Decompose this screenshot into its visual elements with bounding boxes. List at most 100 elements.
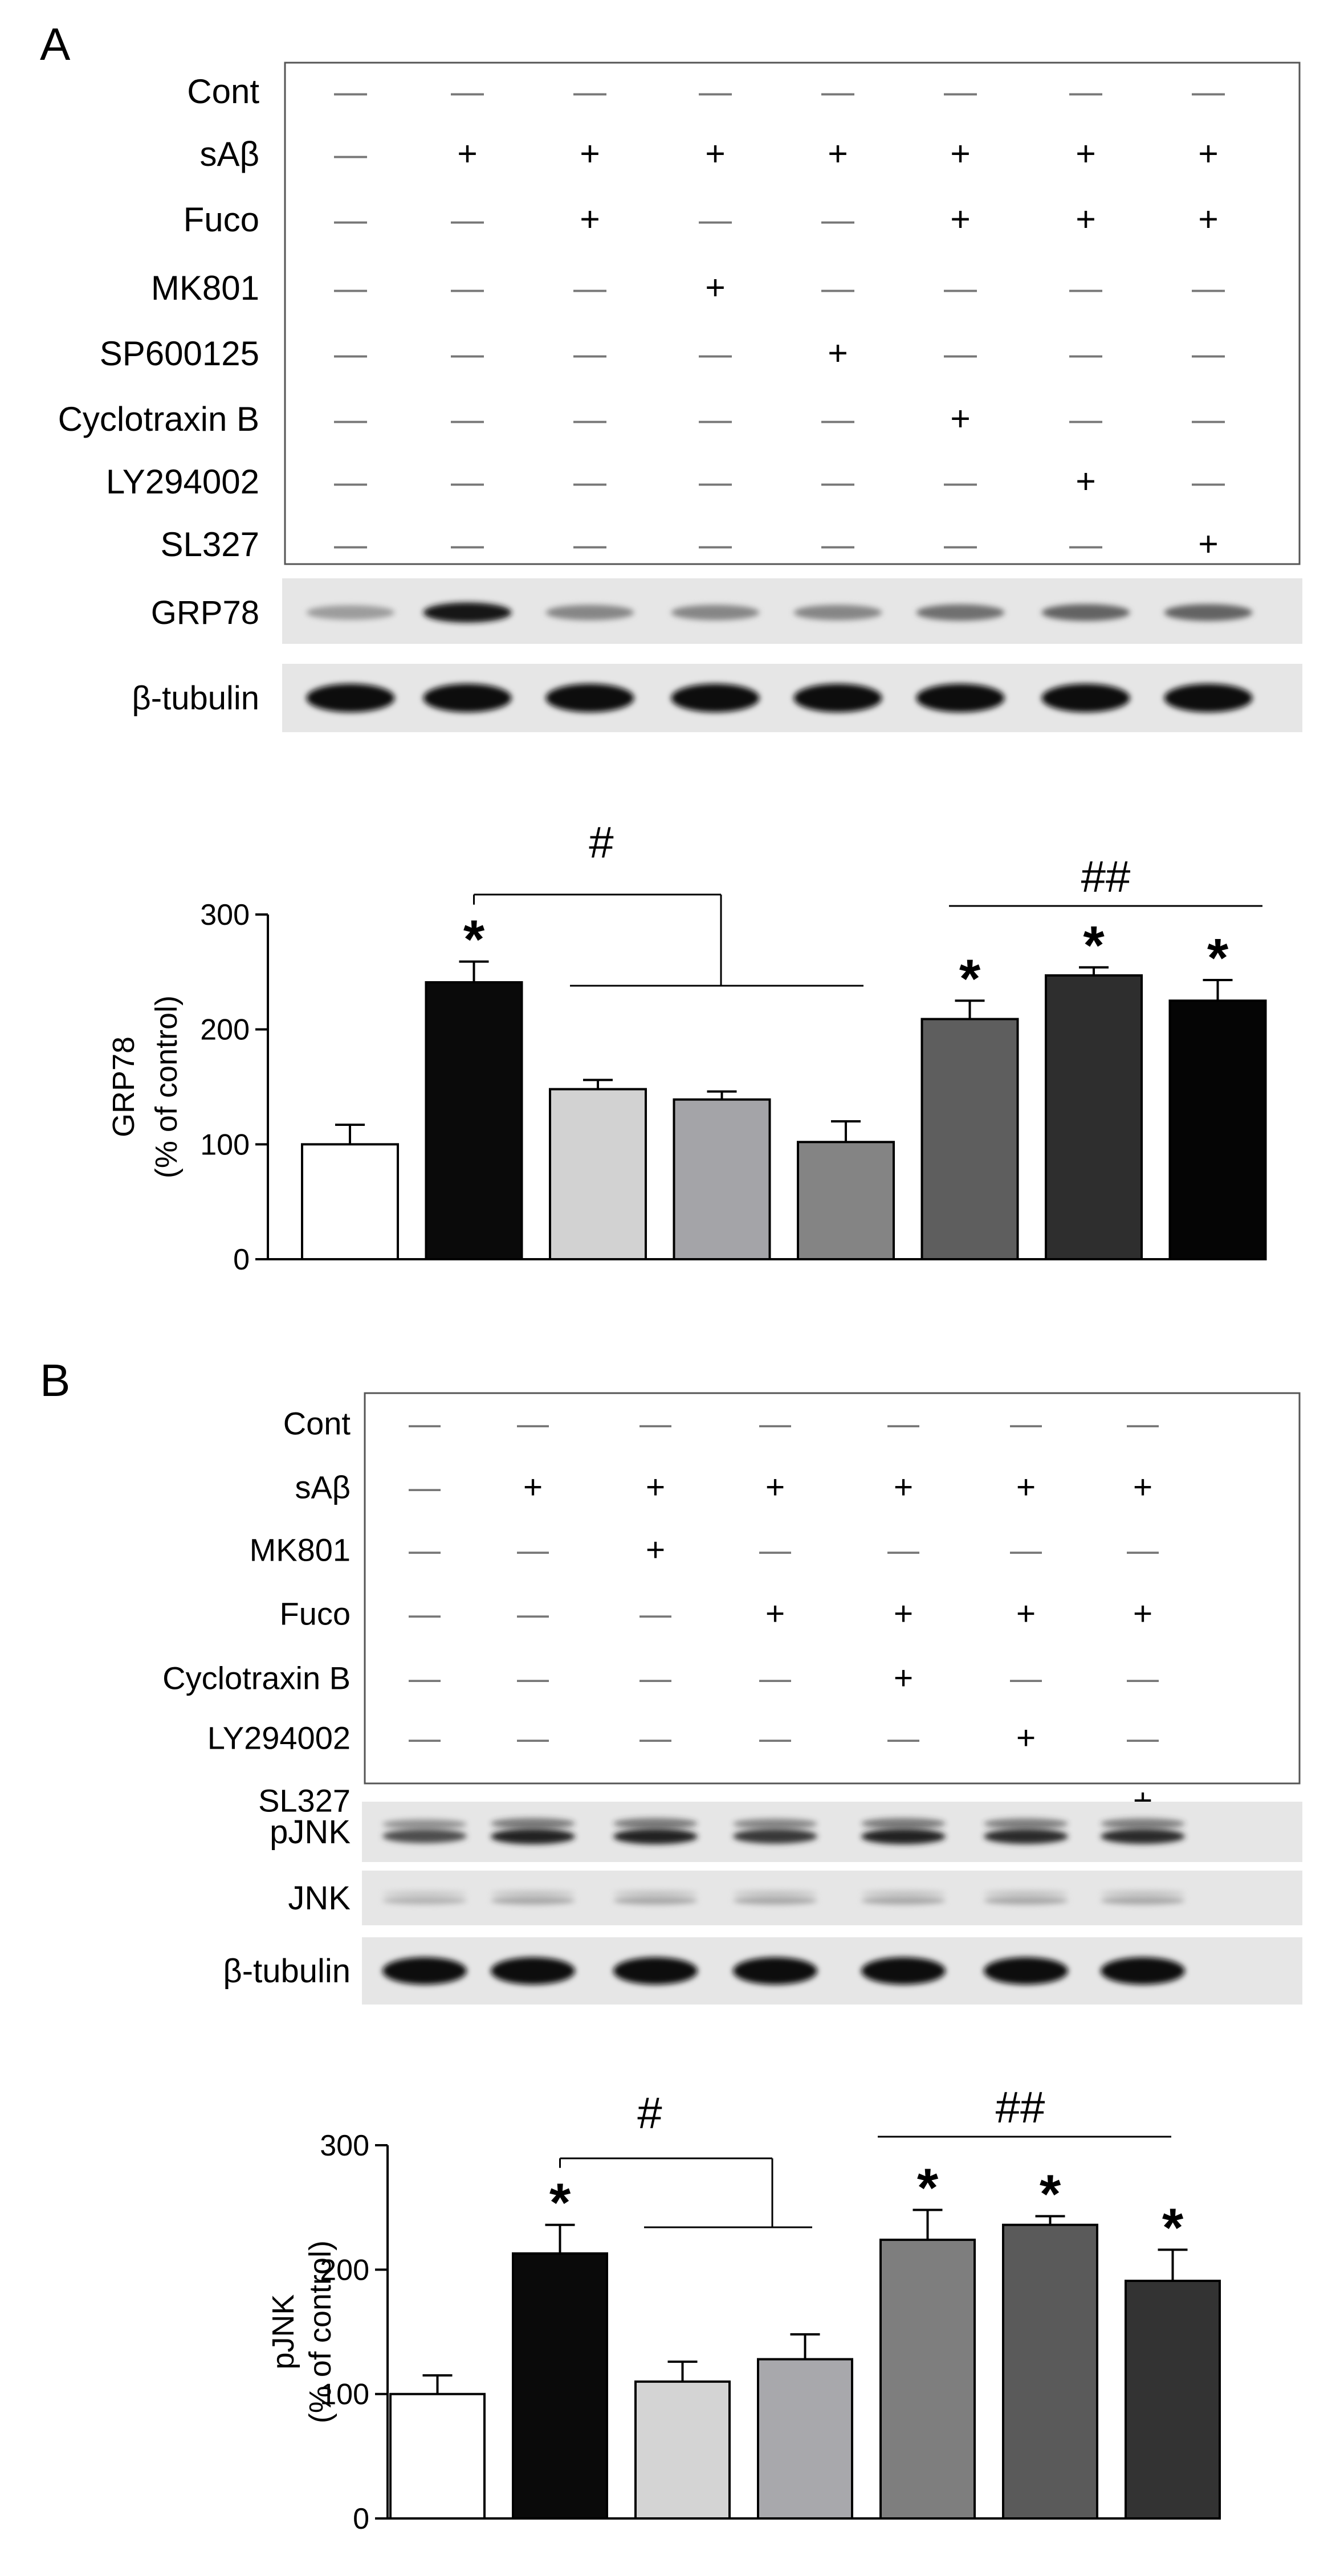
significance-star: * bbox=[1162, 2197, 1184, 2258]
blot-band bbox=[423, 602, 512, 623]
blot-band-upper bbox=[984, 1818, 1068, 1830]
blot-band bbox=[984, 1896, 1068, 1905]
treatment-label: SP600125 bbox=[100, 334, 259, 373]
y-tick-label: 100 bbox=[200, 1128, 250, 1161]
y-tick-label: 100 bbox=[320, 2378, 369, 2411]
blot-band-upper bbox=[613, 1890, 698, 1897]
blot-band bbox=[861, 1896, 946, 1905]
minus-sign: — bbox=[1010, 1532, 1042, 1568]
minus-sign: — bbox=[334, 463, 367, 500]
y-tick-label: 200 bbox=[200, 1014, 250, 1047]
significance-star: * bbox=[1040, 2163, 1061, 2224]
treatment-label: LY294002 bbox=[106, 463, 259, 501]
blot-band-upper bbox=[861, 1818, 946, 1830]
plus-sign: + bbox=[1198, 134, 1219, 173]
plus-sign: + bbox=[580, 199, 600, 238]
panel-b: B Cont — — — — — — — sAβ — + + + + + + MK801 — — + — — — — Fuco — —… bbox=[40, 1355, 1302, 2536]
plus-sign: + bbox=[828, 333, 848, 372]
plus-sign: + bbox=[950, 199, 971, 238]
minus-sign: — bbox=[759, 1720, 791, 1756]
blot-band-upper bbox=[382, 1891, 467, 1897]
minus-sign: — bbox=[821, 526, 854, 563]
treatment-label: Fuco bbox=[280, 1596, 351, 1632]
bar bbox=[549, 1088, 647, 1260]
minus-sign: — bbox=[1192, 73, 1225, 110]
bar bbox=[301, 1143, 399, 1261]
plus-sign: + bbox=[894, 1660, 913, 1697]
plus-sign: + bbox=[1076, 462, 1096, 500]
treatment-table-frame bbox=[364, 1392, 1301, 1785]
plus-sign: + bbox=[950, 399, 971, 438]
minus-sign: — bbox=[451, 526, 484, 563]
blot-band bbox=[733, 1896, 817, 1905]
minus-sign: — bbox=[409, 1406, 441, 1442]
blot-band-upper bbox=[1101, 1818, 1185, 1830]
y-tick-label: 300 bbox=[200, 899, 250, 932]
minus-sign: — bbox=[451, 270, 484, 307]
treatment-label: MK801 bbox=[250, 1532, 351, 1568]
minus-sign: — bbox=[334, 270, 367, 307]
minus-sign: — bbox=[517, 1532, 549, 1568]
blot-band bbox=[1101, 1896, 1185, 1905]
plus-sign: + bbox=[828, 134, 848, 173]
bar bbox=[757, 2358, 853, 2520]
treatment-label: Fuco bbox=[184, 201, 259, 239]
minus-sign: — bbox=[451, 201, 484, 238]
treatment-label: MK801 bbox=[151, 269, 259, 307]
bar bbox=[634, 2380, 731, 2520]
minus-sign: — bbox=[699, 73, 732, 110]
minus-sign: — bbox=[451, 73, 484, 110]
minus-sign: — bbox=[887, 1720, 919, 1756]
bar bbox=[1168, 999, 1267, 1260]
blot-band bbox=[1041, 684, 1130, 712]
blot-band bbox=[671, 605, 760, 620]
plus-sign: + bbox=[765, 1595, 785, 1632]
significance-star: * bbox=[959, 948, 981, 1009]
y-tick-label: 300 bbox=[320, 2129, 369, 2162]
minus-sign: — bbox=[573, 526, 606, 563]
treatment-label: LY294002 bbox=[207, 1720, 351, 1756]
bar bbox=[797, 1141, 895, 1261]
blot-band bbox=[1164, 684, 1253, 712]
bar bbox=[425, 981, 523, 1260]
minus-sign: — bbox=[699, 401, 732, 438]
blot-band bbox=[671, 684, 760, 712]
blot-band bbox=[382, 1896, 467, 1905]
minus-sign: — bbox=[409, 1532, 441, 1568]
minus-sign: — bbox=[517, 1660, 549, 1696]
treatment-label: Cont bbox=[283, 1406, 351, 1442]
minus-sign: — bbox=[334, 401, 367, 438]
minus-sign: — bbox=[1069, 526, 1102, 563]
minus-sign: — bbox=[821, 401, 854, 438]
minus-sign: — bbox=[944, 270, 977, 307]
significance-star: * bbox=[1083, 915, 1105, 976]
minus-sign: — bbox=[821, 73, 854, 110]
bar bbox=[1125, 2279, 1221, 2520]
treatment-label: Cont bbox=[187, 72, 259, 111]
minus-sign: — bbox=[699, 463, 732, 500]
plus-sign: + bbox=[523, 1469, 543, 1506]
bar bbox=[879, 2238, 976, 2520]
y-axis-sublabel: (% of control) bbox=[303, 2240, 337, 2423]
blot-label: GRP78 bbox=[151, 594, 259, 631]
blot-band-upper bbox=[733, 1890, 817, 1897]
minus-sign: — bbox=[944, 335, 977, 372]
plus-sign: + bbox=[646, 1532, 665, 1569]
treatment-label: sAβ bbox=[199, 135, 259, 173]
blot-band bbox=[733, 1957, 817, 1985]
minus-sign: — bbox=[517, 1596, 549, 1632]
plus-sign: + bbox=[1198, 524, 1219, 563]
minus-sign: — bbox=[1127, 1406, 1159, 1442]
treatment-table-frame bbox=[284, 62, 1301, 565]
minus-sign: — bbox=[944, 73, 977, 110]
blot-band bbox=[306, 684, 395, 712]
plus-sign: + bbox=[457, 134, 478, 173]
minus-sign: — bbox=[334, 73, 367, 110]
minus-sign: — bbox=[699, 526, 732, 563]
significance-star: * bbox=[463, 909, 485, 970]
significance-double-hash: ## bbox=[1081, 851, 1131, 901]
plus-sign: + bbox=[1133, 1469, 1152, 1506]
minus-sign: — bbox=[451, 401, 484, 438]
blot-band bbox=[793, 684, 882, 712]
